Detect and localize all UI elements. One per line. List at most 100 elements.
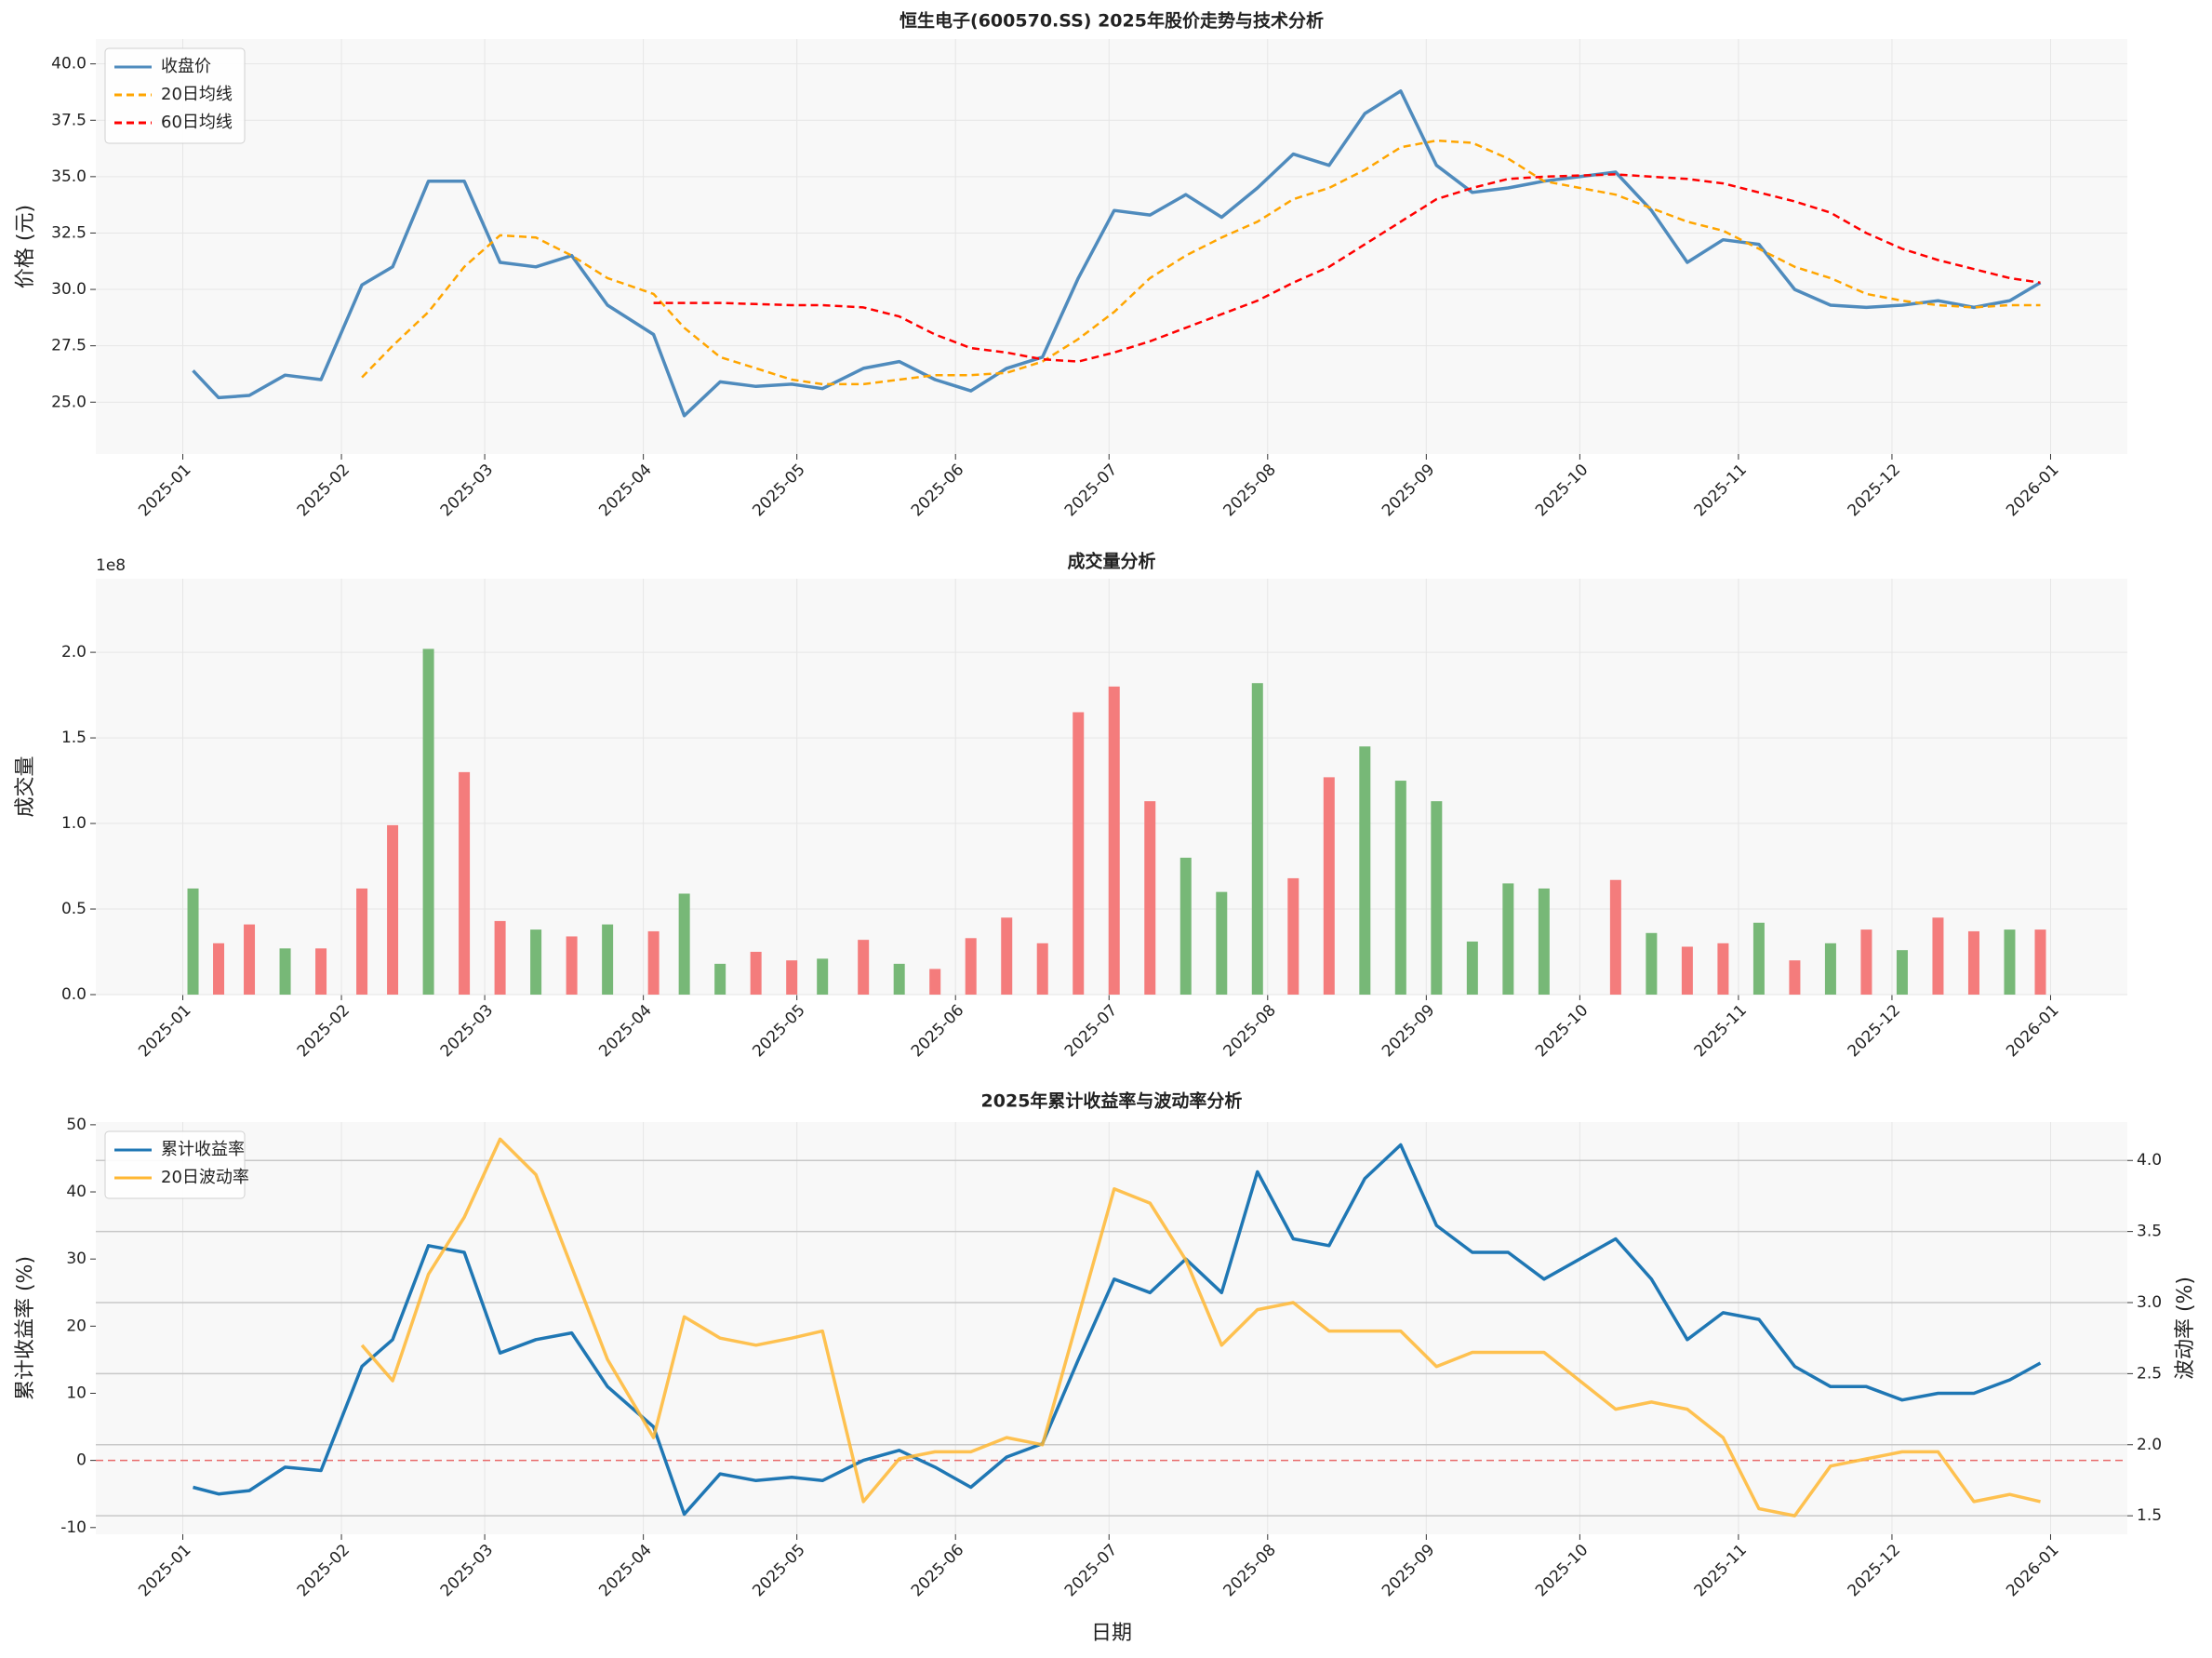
x-tick-label: 2025-01 <box>135 1541 194 1600</box>
volume-bar <box>1323 777 1335 995</box>
plot-area <box>96 39 2127 454</box>
x-tick-label: 2025-09 <box>1379 1001 1438 1061</box>
x-tick-label: 2025-05 <box>749 1541 808 1600</box>
volume-bar <box>1967 930 1979 995</box>
volume-bar <box>1108 686 1120 995</box>
y-tick-label: -10 <box>60 1518 87 1537</box>
volume-bar <box>1431 801 1443 995</box>
volume-bar <box>1394 781 1406 995</box>
volume-bar <box>1287 877 1299 995</box>
x-tick-label: 2025-01 <box>135 1001 194 1061</box>
series-line <box>361 139 2041 386</box>
volume-bar <box>459 771 471 995</box>
x-tick-label: 2025-06 <box>908 1541 967 1600</box>
y-tick-label: 0 <box>76 1451 87 1470</box>
volume-bar <box>187 888 199 995</box>
legend-label: 累计收益率 <box>161 1140 245 1159</box>
x-tick-label: 2025-12 <box>1845 1001 1904 1061</box>
volume-bar <box>929 969 941 995</box>
y-tick-label: 10 <box>66 1384 87 1402</box>
y-tick-label: 0.0 <box>61 985 87 1004</box>
x-tick-label: 2025-07 <box>1061 461 1121 520</box>
y-tick-label: 25.0 <box>51 393 87 411</box>
x-tick-label: 2025-03 <box>437 1001 497 1061</box>
x-tick-label: 2025-07 <box>1061 1541 1121 1600</box>
volume-bar <box>1216 891 1228 995</box>
x-tick-label: 2025-02 <box>294 1001 353 1061</box>
x-tick-label: 2025-10 <box>1532 1001 1592 1061</box>
y2-tick-label: 4.0 <box>2137 1151 2162 1170</box>
x-tick-label: 2025-08 <box>1219 1001 1279 1061</box>
volume-bar <box>965 938 977 995</box>
x-tick-label: 2025-11 <box>1691 1541 1751 1600</box>
y-tick-label: 27.5 <box>51 337 87 355</box>
x-tick-label: 2025-01 <box>135 461 194 520</box>
volume-bar <box>1609 879 1621 995</box>
x-tick-label: 2025-07 <box>1061 1001 1121 1061</box>
volume-bar <box>1001 917 1013 995</box>
x-tick-label: 2025-09 <box>1379 461 1438 520</box>
volume-bar <box>858 940 870 995</box>
x-axis-label: 日期 <box>1091 1622 1132 1645</box>
x-tick-label: 2025-10 <box>1532 461 1592 520</box>
series-line <box>653 173 2041 363</box>
y2-tick-label: 3.5 <box>2137 1223 2162 1241</box>
volume-bar <box>602 924 614 995</box>
y-tick-label: 35.0 <box>51 167 87 186</box>
volume-bar <box>817 958 829 995</box>
series-line <box>360 1137 2041 1518</box>
chart-title: 2025年累计收益率与波动率分析 <box>981 1090 1243 1112</box>
volume-bar <box>1932 917 1944 995</box>
legend-box <box>104 1130 246 1199</box>
volume-bar <box>1860 929 1872 995</box>
volume-bar <box>1036 943 1048 995</box>
x-tick-label: 2025-06 <box>908 461 967 520</box>
volume-bar <box>1144 801 1156 995</box>
x-tick-label: 2026-01 <box>2003 1541 2062 1600</box>
y2-tick-label: 2.5 <box>2137 1364 2162 1383</box>
chart-title: 恒生电子(600570.SS) 2025年股价走势与技术分析 <box>899 10 1324 32</box>
x-tick-label: 2025-09 <box>1379 1541 1438 1600</box>
legend-box <box>104 47 246 144</box>
x-tick-label: 2025-02 <box>294 1541 353 1600</box>
legend-label: 60日均线 <box>161 113 233 132</box>
x-tick-label: 2025-06 <box>908 1001 967 1061</box>
offset-label: 1e8 <box>96 556 126 575</box>
volume-bar <box>1717 943 1729 995</box>
x-tick-label: 2025-04 <box>595 1001 655 1061</box>
chart-title: 成交量分析 <box>1067 551 1155 572</box>
series-line <box>193 1143 2042 1517</box>
x-tick-label: 2026-01 <box>2003 1001 2062 1061</box>
volume-bar <box>1466 941 1478 995</box>
volume-bar <box>1646 932 1658 995</box>
volume-bar <box>1251 683 1263 995</box>
volume-bar <box>1179 857 1192 995</box>
volume-bar <box>213 943 225 995</box>
x-tick-label: 2025-10 <box>1532 1541 1592 1600</box>
x-tick-label: 2025-12 <box>1845 461 1904 520</box>
x-tick-label: 2025-11 <box>1691 1001 1751 1061</box>
series-line <box>192 89 2042 418</box>
x-tick-label: 2025-08 <box>1219 461 1279 520</box>
volume-bar <box>893 963 905 995</box>
y-tick-label: 37.5 <box>51 111 87 129</box>
volume-bar <box>530 929 542 995</box>
volume-bar <box>1502 883 1514 995</box>
x-tick-label: 2025-04 <box>595 1541 655 1600</box>
volume-bar <box>2034 929 2046 995</box>
y-tick-label: 30.0 <box>51 280 87 299</box>
x-tick-label: 2025-12 <box>1845 1541 1904 1600</box>
volume-bar <box>244 924 256 995</box>
volume-bar <box>1359 746 1371 995</box>
y-tick-label: 40 <box>66 1183 87 1201</box>
volume-bar <box>1752 922 1765 995</box>
volume-bar <box>1073 712 1085 995</box>
x-tick-label: 2025-11 <box>1691 461 1751 520</box>
y-tick-label: 1.0 <box>61 814 87 833</box>
y-tick-label: 1.5 <box>61 729 87 747</box>
volume-bar <box>1538 888 1550 995</box>
y-tick-label: 50 <box>66 1116 87 1134</box>
y-tick-label: 32.5 <box>51 223 87 242</box>
volume-bar <box>647 930 660 995</box>
